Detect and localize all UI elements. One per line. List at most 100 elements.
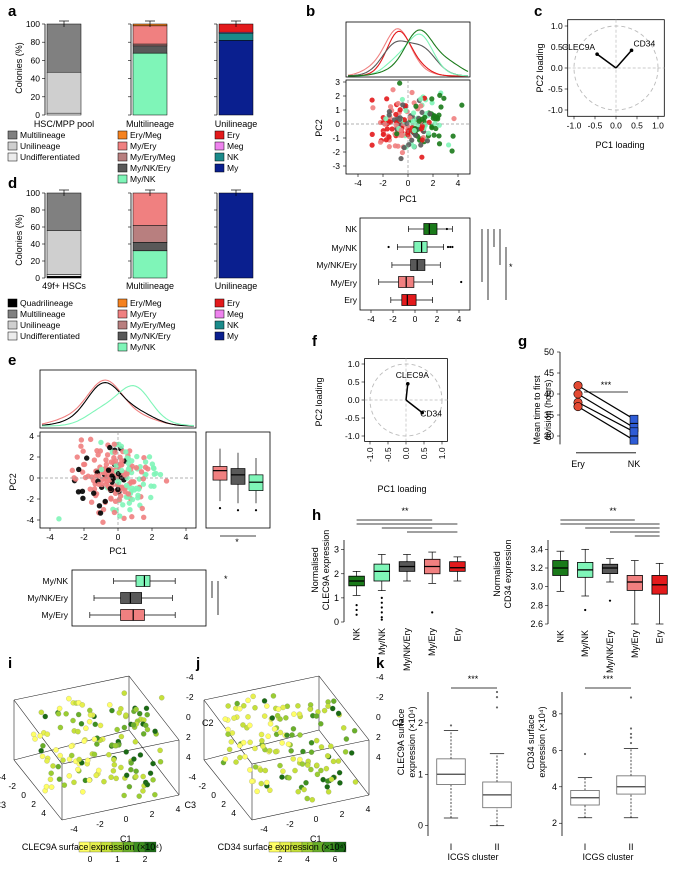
- scatter-point: [157, 471, 164, 478]
- scatter-point: [245, 697, 251, 704]
- scatter-point: [80, 461, 87, 468]
- scatter-point: [389, 126, 395, 132]
- scatter-point: [419, 154, 425, 160]
- y-tick-label: 60: [31, 55, 41, 65]
- y-tick-label: 1: [335, 105, 340, 115]
- scatter-point: [60, 757, 66, 763]
- scatter-point: [264, 779, 270, 786]
- loading-vector: [615, 49, 633, 69]
- scatter-point: [331, 698, 337, 704]
- c1-tick-label: 0: [124, 814, 129, 824]
- axis-label-c2: C2: [392, 718, 404, 728]
- scatter-point: [295, 789, 301, 795]
- scatter-point: [314, 762, 320, 768]
- legend-nk-d: NK: [227, 320, 239, 330]
- legend-unilineage-d: Unilineage: [20, 320, 60, 330]
- c2-tick-label: 0: [186, 712, 191, 722]
- scatter-point: [292, 767, 298, 774]
- scatter-point: [32, 736, 38, 742]
- density-curve: [347, 40, 469, 77]
- outlier-point: [380, 606, 383, 609]
- scatter-point: [118, 764, 124, 771]
- outlier-point: [355, 604, 358, 607]
- colorbar-label-cd34: CD34 surface expression (×10⁴): [218, 842, 347, 852]
- x-tick-label: 0: [406, 178, 411, 188]
- scatter-point: [153, 470, 159, 477]
- scatter-point: [432, 120, 438, 126]
- scatter-point: [92, 721, 98, 728]
- x-tick-label: 2: [431, 178, 436, 188]
- scatter-point: [76, 466, 82, 473]
- scatter-point: [431, 132, 437, 138]
- scatter-point: [308, 749, 315, 755]
- scatter-point: [429, 100, 435, 106]
- y-tick-label: 4: [29, 431, 34, 441]
- y-tick-label: 30: [544, 431, 554, 441]
- y-tick-label: 20: [31, 92, 41, 102]
- scatter-point: [112, 449, 118, 455]
- scatter-point: [450, 133, 456, 139]
- scatter-point: [337, 780, 343, 786]
- scatter-point: [106, 752, 112, 758]
- scatter-point: [262, 767, 269, 774]
- scatter-point: [123, 712, 129, 718]
- scatter-point: [91, 486, 98, 492]
- scatter-point: [225, 726, 231, 733]
- scatter-point: [63, 711, 69, 717]
- scatter-point: [74, 454, 80, 460]
- scatter-point: [122, 489, 128, 495]
- scatter-point: [343, 736, 350, 742]
- y-tick-label: -3: [332, 161, 340, 171]
- box-label-my-nk-ery: My/NK/Ery: [316, 260, 357, 270]
- scatter-point: [56, 705, 63, 712]
- scatter-point: [382, 121, 388, 127]
- scatter-point: [90, 477, 97, 484]
- legend-undifferentiated-d: Undifferentiated: [20, 331, 80, 341]
- ylabel-colonies-d: Colonies (%): [14, 214, 24, 266]
- panel-b: PC2 PC1 -4 -2 0 2 4 3 2 1 0 -1 -2 -3 -4 -2 0 2 4 NK My/…: [314, 21, 513, 324]
- scatter-point: [94, 741, 100, 747]
- ery-point: [573, 381, 583, 391]
- scatter-point: [140, 731, 147, 737]
- scatter-point: [225, 703, 231, 709]
- legend-swatch-my-nk-ery-d: [117, 331, 128, 341]
- scatter-point: [335, 758, 342, 764]
- scatter-point: [249, 778, 255, 785]
- box: [135, 575, 151, 587]
- x-tick-label: 0: [413, 314, 418, 324]
- legend-swatch-unilineage: [7, 141, 18, 151]
- box-frame: [71, 569, 207, 627]
- scatter-point: [150, 777, 156, 783]
- sig-star-g: ***: [601, 380, 612, 390]
- c3-tick-label: -4: [188, 772, 196, 782]
- outlier-point: [449, 724, 453, 727]
- c1-tick-label: -2: [286, 819, 294, 829]
- outlier-point: [380, 596, 383, 599]
- scatter-point: [130, 722, 137, 728]
- legend-my-nk-ery: My/NK/Ery: [130, 163, 171, 173]
- density-curve: [347, 30, 468, 77]
- panel-e: PC2 PC1 -4 -2 0 2 4 4 2 0 -2 -4 * My/NK My/NK/Ery…: [8, 369, 271, 627]
- xlabel-icgs-k2: ICGS cluster: [582, 852, 633, 862]
- outlier-point: [387, 245, 390, 249]
- outlier-point: [355, 613, 358, 616]
- y-tick-label: -1: [332, 133, 340, 143]
- y-tick-label: 80: [31, 205, 41, 215]
- scatter-point: [237, 754, 243, 761]
- legend-my-ery-meg-d: My/Ery/Meg: [130, 320, 176, 330]
- scatter-point: [149, 461, 156, 467]
- legend-swatch-quadrilineage: [7, 298, 18, 308]
- ylabel-pc2-loading-c: PC2 loading: [535, 43, 545, 92]
- scatter-point: [137, 710, 143, 717]
- ylabel-colonies-a: Colonies (%): [14, 42, 24, 94]
- scatter-point: [254, 788, 260, 795]
- axis-label-c2: C2: [202, 718, 214, 728]
- density-frame: [345, 21, 471, 78]
- c3-tick-label: -4: [0, 772, 6, 782]
- scatter-point: [57, 724, 64, 731]
- y-tick-label: 1.0: [551, 21, 563, 31]
- c3-tick-label: 2: [221, 799, 226, 809]
- scatter-point: [318, 721, 324, 727]
- scatter-point: [288, 748, 294, 754]
- scatter-point: [87, 707, 93, 714]
